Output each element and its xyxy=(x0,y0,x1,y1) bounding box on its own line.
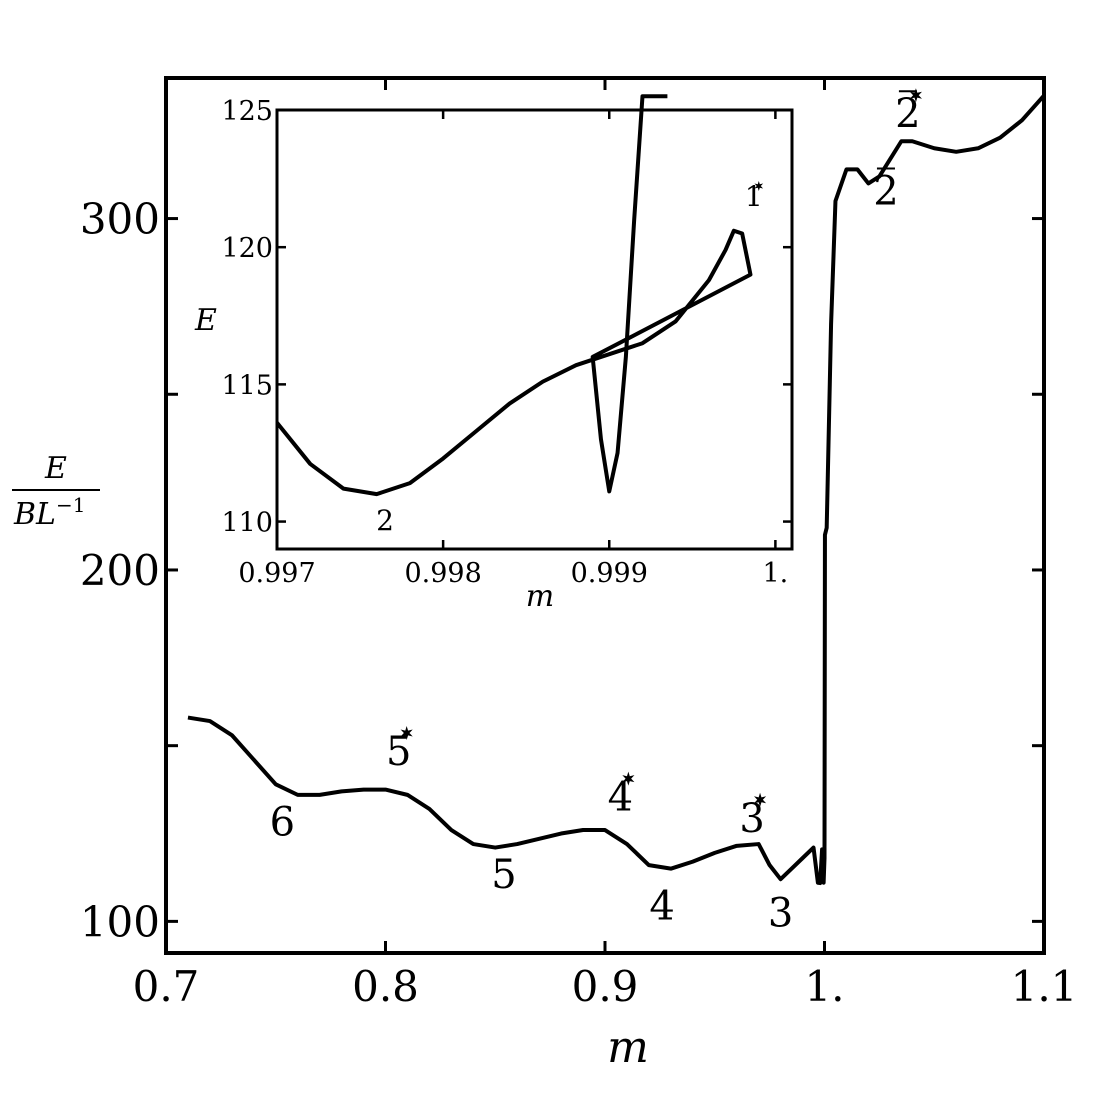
inset-series-line-0 xyxy=(275,94,753,497)
main-point-label-star xyxy=(909,88,922,103)
main-point-label: 3 xyxy=(739,792,767,842)
main-annotations: 6 5 5 4 4 3 3 2 2 xyxy=(270,88,922,937)
inset-ticks: 0.997 0.998 0.999 1. 110 115 120 125 xyxy=(221,96,792,589)
inset-point-label-text: 2 xyxy=(376,504,394,537)
inset-point-label: 1 xyxy=(745,180,764,213)
inset-y-tick-label: 110 xyxy=(221,508,273,539)
main-point-label-star xyxy=(400,726,413,740)
main-y-label-numerator: E xyxy=(44,451,67,486)
main-point-label-text: 2 xyxy=(873,169,898,215)
main-series-line-0 xyxy=(187,94,1046,886)
inset-y-tick-label: 125 xyxy=(221,96,273,127)
inset-background xyxy=(277,110,792,549)
inset-point-label: 2 xyxy=(376,504,394,537)
main-x-tick-label: 0.9 xyxy=(572,962,639,1011)
main-point-label-text: 3 xyxy=(768,891,793,937)
inset-x-tick-label: 0.997 xyxy=(238,558,315,589)
inset-x-tick-label: 0.999 xyxy=(571,558,648,589)
main-point-label: 2 xyxy=(895,88,922,137)
main-y-label-denominator-base: BL xyxy=(13,497,56,532)
inset-point-label-star xyxy=(754,181,764,192)
inset-x-axis-label: m xyxy=(526,579,554,614)
main-point-label: 6 xyxy=(270,799,295,845)
main-x-axis-label: m xyxy=(607,1022,649,1073)
inset-y-tick-label: 120 xyxy=(221,233,273,264)
inset-plot-frame xyxy=(275,108,794,551)
main-point-label: 4 xyxy=(649,884,674,930)
main-curve-layer xyxy=(187,94,1046,886)
main-point-label: 3 xyxy=(768,891,793,937)
main-x-tick-label: 0.7 xyxy=(133,962,200,1011)
main-point-label: 4 xyxy=(608,771,635,821)
main-x-tick-label: 1.1 xyxy=(1011,962,1078,1011)
main-point-label-star xyxy=(622,771,635,786)
main-point-label: 5 xyxy=(491,852,516,898)
main-y-axis-label: E BL−1 xyxy=(12,451,100,532)
main-point-label-text: 4 xyxy=(649,884,674,930)
main-y-tick-label: 300 xyxy=(80,195,160,244)
inset-curve-layer xyxy=(275,94,753,497)
inset-annotations: 21 xyxy=(376,180,764,537)
inset-y-axis-label: E xyxy=(194,303,217,338)
inset-x-tick-label: 1. xyxy=(763,558,789,589)
main-point-label-star xyxy=(754,792,767,807)
main-x-tick-label: 0.8 xyxy=(352,962,419,1011)
main-point-label-text: 5 xyxy=(491,852,516,898)
main-y-label-denominator-exponent: −1 xyxy=(56,493,85,517)
main-y-label-denominator: BL−1 xyxy=(13,493,85,532)
main-point-label: 5 xyxy=(386,726,413,775)
main-y-tick-label: 100 xyxy=(80,897,160,946)
inset-y-tick-label: 115 xyxy=(221,370,273,401)
main-y-tick-label: 200 xyxy=(80,546,160,595)
main-point-label-text: 6 xyxy=(270,799,295,845)
inset-x-tick-label: 0.998 xyxy=(404,558,481,589)
main-x-tick-label: 1. xyxy=(804,962,844,1011)
main-point-label: 2 xyxy=(873,167,899,215)
